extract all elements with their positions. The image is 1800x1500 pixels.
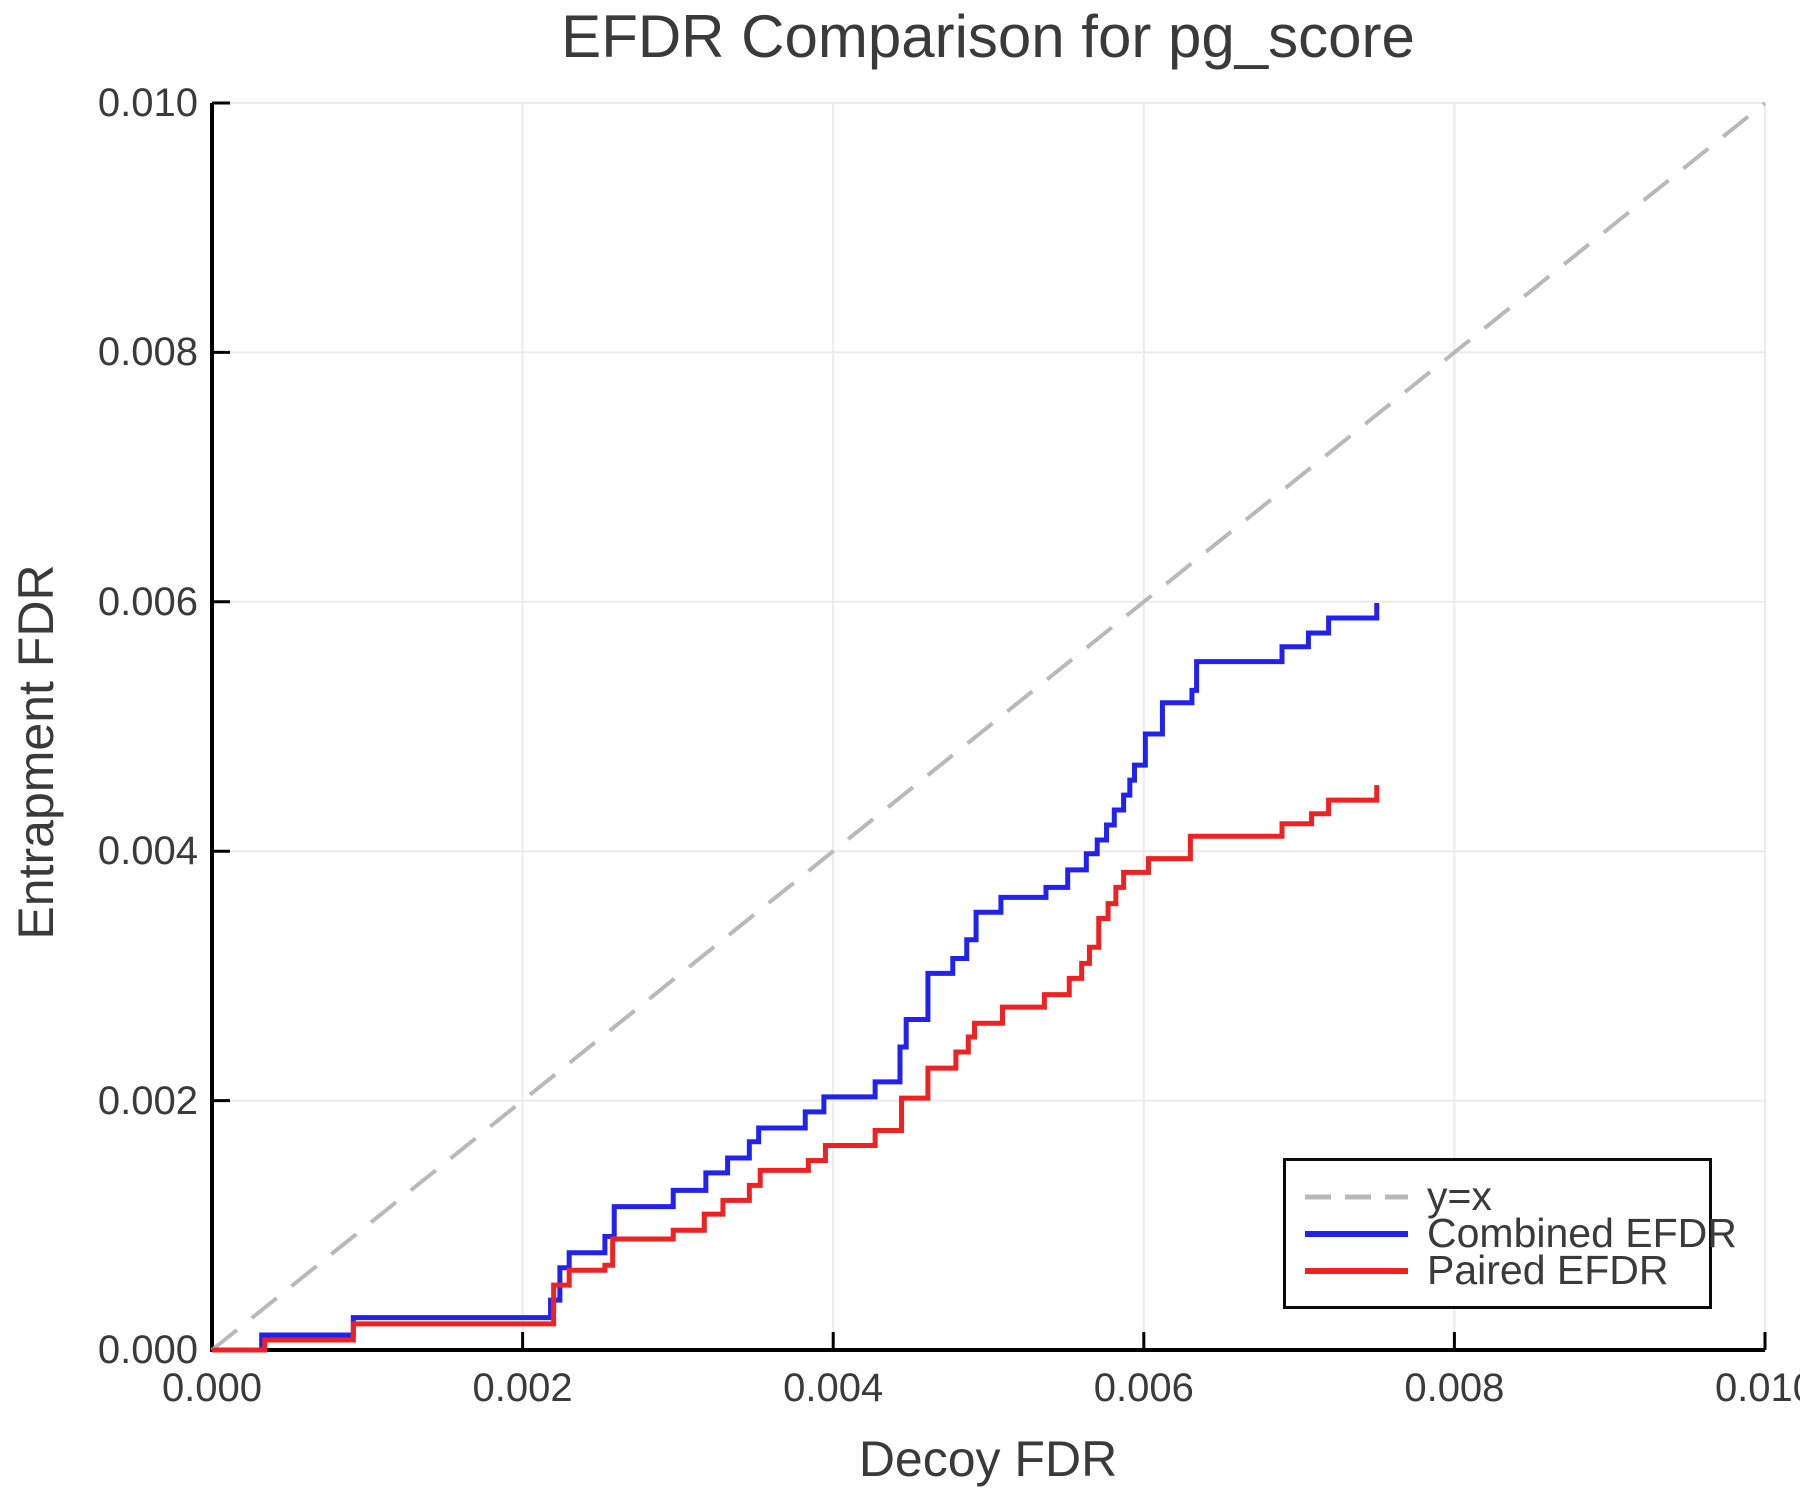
red-line-sample xyxy=(1305,1267,1408,1274)
legend-item-paired-efdr: Paired EFDR xyxy=(1303,1247,1709,1293)
legend: y=x Combined EFDR Paired EFDR xyxy=(1283,1158,1737,1309)
legend-label-combined-efdr: Combined EFDR xyxy=(1427,1210,1737,1256)
x-tick-label: 0.008 xyxy=(1404,1366,1505,1410)
y-tick-label: 0.004 xyxy=(97,829,198,874)
y-tick-label: 0.008 xyxy=(97,330,198,375)
y-tick-label: 0.002 xyxy=(97,1078,198,1123)
y-tick-label: 0.000 xyxy=(97,1328,198,1372)
x-tick-label: 0.002 xyxy=(472,1366,573,1410)
y-tick-label: 0.010 xyxy=(97,81,198,125)
x-tick-label: 0.010 xyxy=(1714,1366,1800,1410)
blue-line-sample xyxy=(1305,1230,1408,1237)
x-tick-label: 0.006 xyxy=(1093,1366,1194,1410)
dashed-line-sample xyxy=(1305,1194,1408,1199)
legend-item-yx: y=x xyxy=(1303,1173,1709,1219)
legend-label-paired-efdr: Paired EFDR xyxy=(1427,1247,1669,1293)
series-line-y-x xyxy=(210,101,1767,1352)
series-line-combined-efdr xyxy=(212,603,1380,1353)
chart-title: EFDR Comparison for pg_score xyxy=(561,3,1415,70)
series-line-paired-efdr xyxy=(212,785,1380,1353)
x-axis-label: Decoy FDR xyxy=(858,1431,1118,1487)
legend-label-yx: y=x xyxy=(1427,1173,1492,1219)
legend-item-combined-efdr: Combined EFDR xyxy=(1303,1213,1737,1254)
y-tick-label: 0.006 xyxy=(97,579,198,624)
x-tick-label: 0.000 xyxy=(161,1366,263,1410)
x-tick-label: 0.004 xyxy=(783,1366,884,1410)
